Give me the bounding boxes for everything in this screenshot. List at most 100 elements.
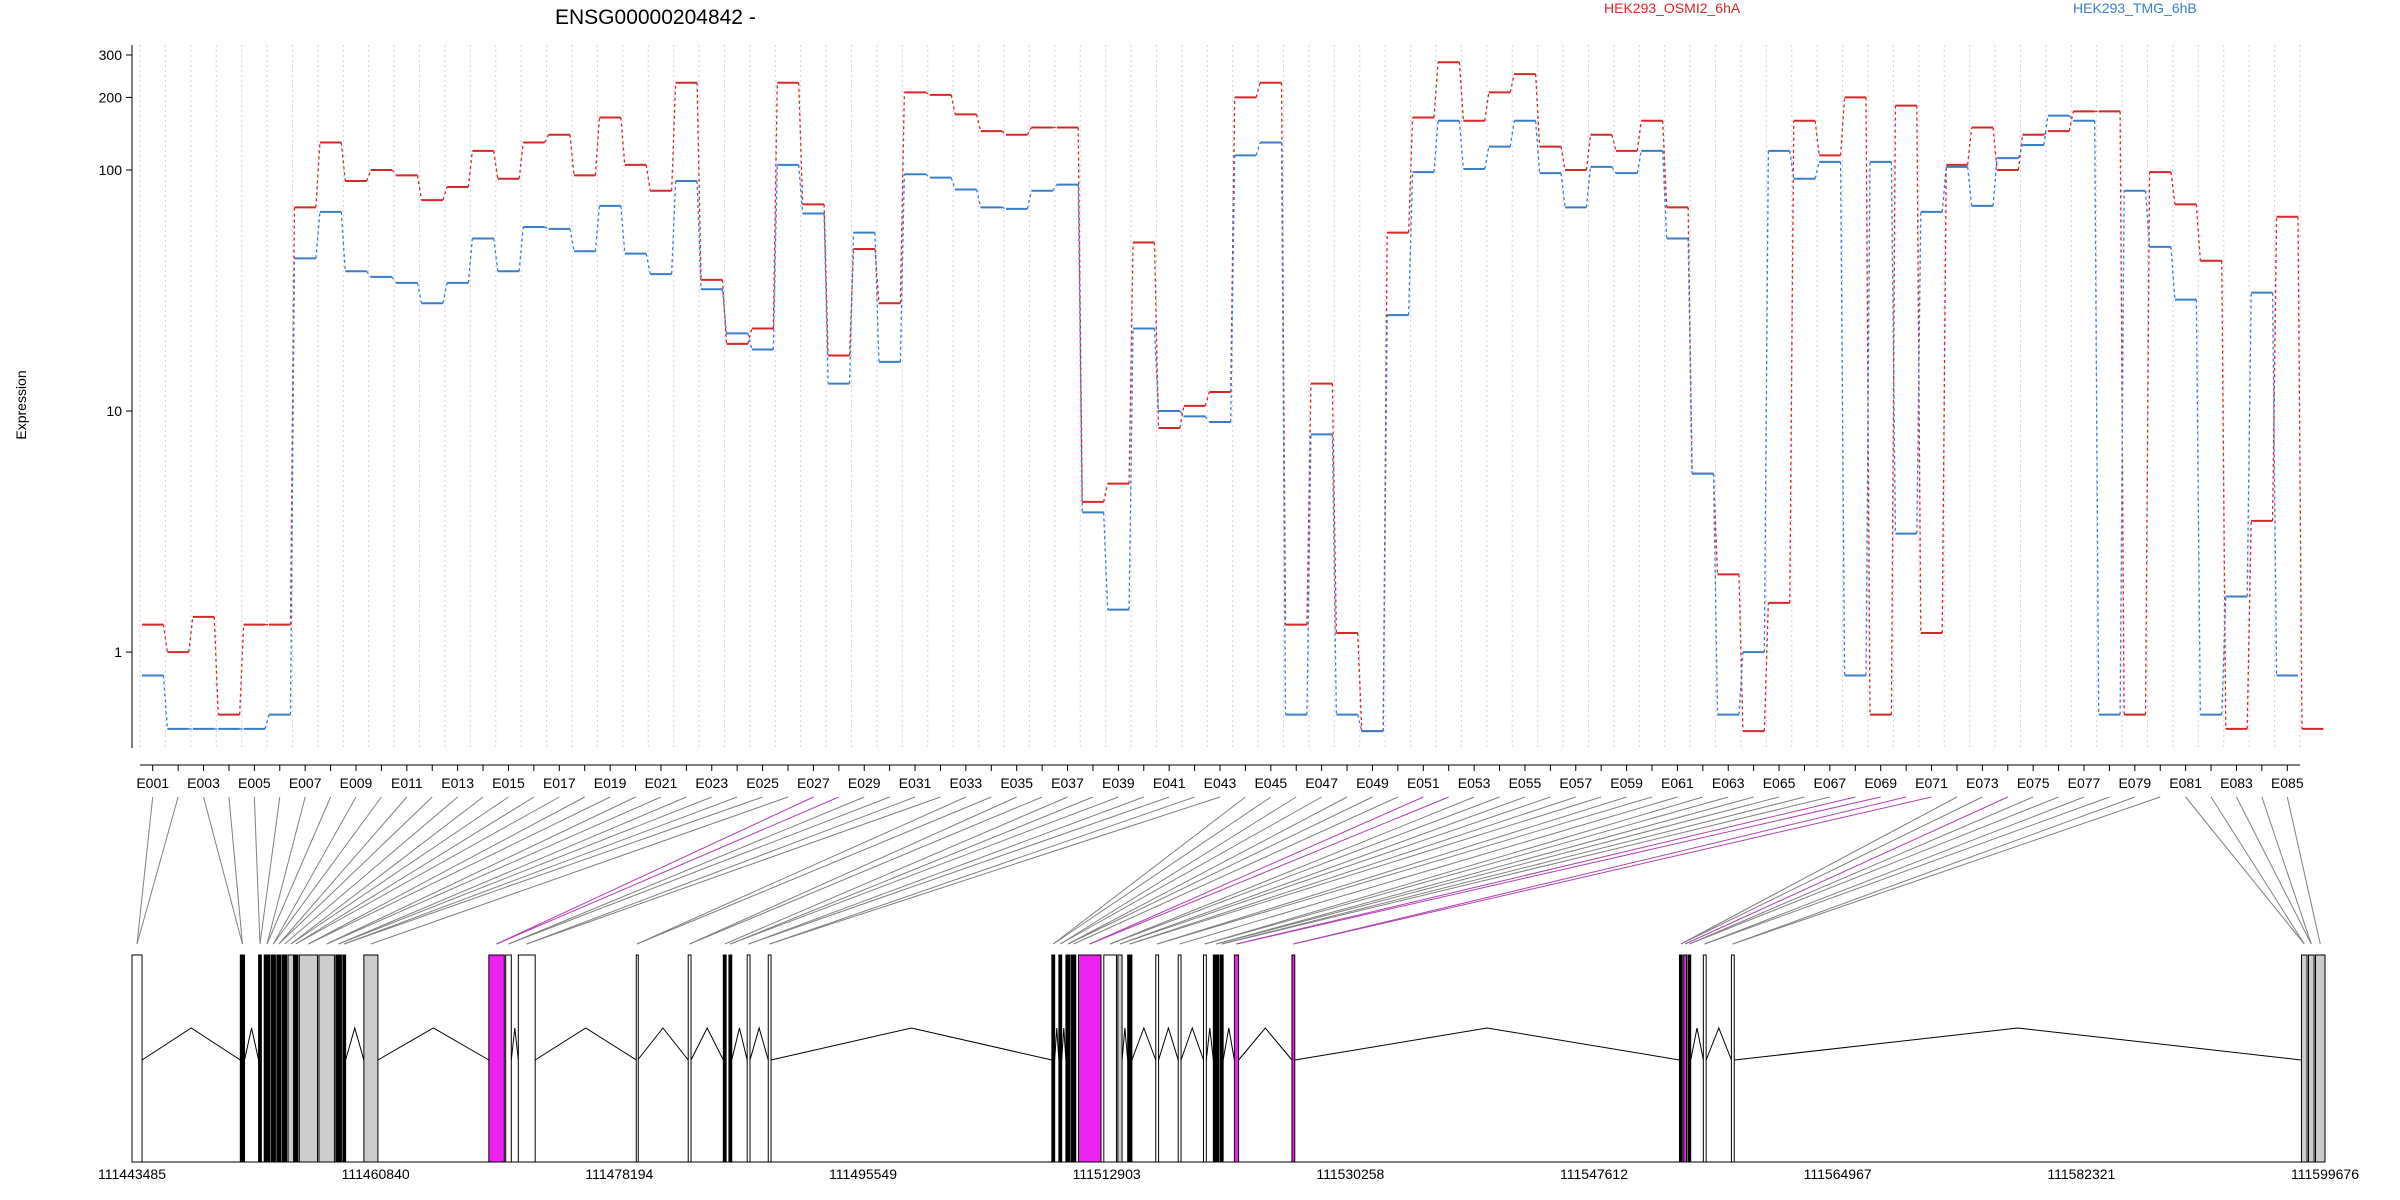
x-tick-label: E065 (1763, 775, 1796, 791)
series-connector (950, 177, 956, 190)
exon-block (1103, 954, 1117, 1163)
x-tick-label: E027 (797, 775, 830, 791)
x-tick-label: E057 (1559, 775, 1592, 791)
exon-link (308, 796, 585, 945)
x-tick-label: E053 (1458, 775, 1491, 791)
series-connector (1077, 127, 1083, 502)
gridlines (139, 45, 2301, 748)
x-tick-label: E047 (1305, 775, 1338, 791)
exon-link (1732, 796, 2161, 945)
x-tick-label: E039 (1102, 775, 1135, 791)
series-connector (2271, 292, 2278, 676)
intron-line (1690, 1027, 1704, 1061)
exon-link (295, 796, 560, 945)
series-connector (848, 232, 855, 384)
exon-link (1073, 796, 1399, 945)
intron-line (770, 1027, 1052, 1061)
series-connector (1484, 92, 1490, 121)
exon-block (722, 954, 727, 1163)
intron-line (731, 1027, 748, 1061)
series-connector (1407, 117, 1414, 233)
series-connector (721, 279, 728, 344)
series-connector (569, 134, 575, 176)
series-connector (823, 204, 829, 356)
x-tick-label: E009 (340, 775, 373, 791)
exon-link (338, 796, 687, 945)
intron-line (1705, 1026, 1732, 1061)
exon-link (1236, 796, 1856, 945)
series-connector (798, 164, 804, 214)
exon-block (1078, 954, 1102, 1163)
series-connector (1077, 184, 1083, 513)
exon-link (1119, 796, 1551, 945)
exon-link (308, 796, 611, 945)
x-tick-label: E045 (1254, 775, 1287, 791)
intron-line (1734, 1027, 2302, 1061)
series-connector (620, 205, 626, 254)
exon-block (1702, 954, 1707, 1163)
series-connector (1738, 574, 1744, 732)
x-tick-label: E043 (1204, 775, 1237, 791)
exon-block (2307, 954, 2315, 1163)
exon-block (1678, 954, 1683, 1163)
genomic-tick-label: 111582321 (2047, 1166, 2115, 1182)
exon-link (284, 796, 458, 945)
exon-link (1684, 796, 2008, 945)
series-connector (1382, 232, 1388, 732)
series-connector (1153, 242, 1160, 429)
series-connector (1382, 315, 1388, 732)
series-connector (925, 173, 931, 179)
exon-link (1129, 796, 1602, 945)
x-tick-label: E071 (1915, 775, 1948, 791)
exon-block (767, 954, 772, 1163)
exon-block (281, 954, 288, 1163)
genomic-tick-label: 111512903 (1073, 1166, 1141, 1182)
intron-line (1180, 1026, 1204, 1061)
exon-block (298, 954, 319, 1163)
x-tick-label: E067 (1814, 775, 1847, 791)
series-connector (162, 675, 169, 729)
y-tick-label: 300 (99, 47, 123, 63)
series-connector (1712, 473, 1719, 575)
x-tick-label: E079 (2118, 775, 2151, 791)
exon-link (1204, 796, 1703, 945)
exon-link (526, 796, 941, 945)
exon-link (1060, 796, 1297, 945)
exon-link (526, 796, 916, 945)
series-connector (315, 211, 321, 259)
intron-line (510, 1027, 519, 1061)
series-connector (2297, 216, 2303, 729)
exon-link (272, 796, 357, 945)
series-connector (1941, 166, 1947, 212)
exon-block (1071, 954, 1077, 1163)
series-connector (1458, 120, 1465, 169)
exon-block (1065, 954, 1071, 1163)
exon-link (1680, 796, 1958, 945)
axes: 1 10 100 200 300 E001 E003 E005 E007 E009 E011 E013… (99, 45, 2304, 791)
series-connector (1865, 97, 1871, 715)
exon-block (1177, 954, 1182, 1163)
y-tick-label: 1 (114, 644, 122, 660)
series-connector (340, 142, 346, 182)
series-connector (544, 226, 549, 230)
series-connector (1179, 410, 1185, 417)
series-connector (1306, 383, 1312, 625)
x-tick-label: E075 (2017, 775, 2050, 791)
intron-line (1061, 1027, 1067, 1061)
exon-block (1683, 954, 1687, 1163)
intron-line (141, 1027, 241, 1061)
series-connector (1814, 161, 1820, 179)
series-connector (2144, 172, 2151, 715)
exon-link (228, 796, 243, 945)
exon-link (290, 796, 509, 945)
x-tick-label: E015 (492, 775, 525, 791)
x-tick-label: E049 (1356, 775, 1389, 791)
exon-link (290, 796, 484, 945)
intron-line (1294, 1027, 1680, 1061)
x-tick-label: E029 (848, 775, 881, 791)
exon-link (344, 796, 763, 945)
series-connector (1636, 150, 1642, 174)
series-connector (2195, 204, 2201, 261)
series-connector (1128, 242, 1134, 484)
